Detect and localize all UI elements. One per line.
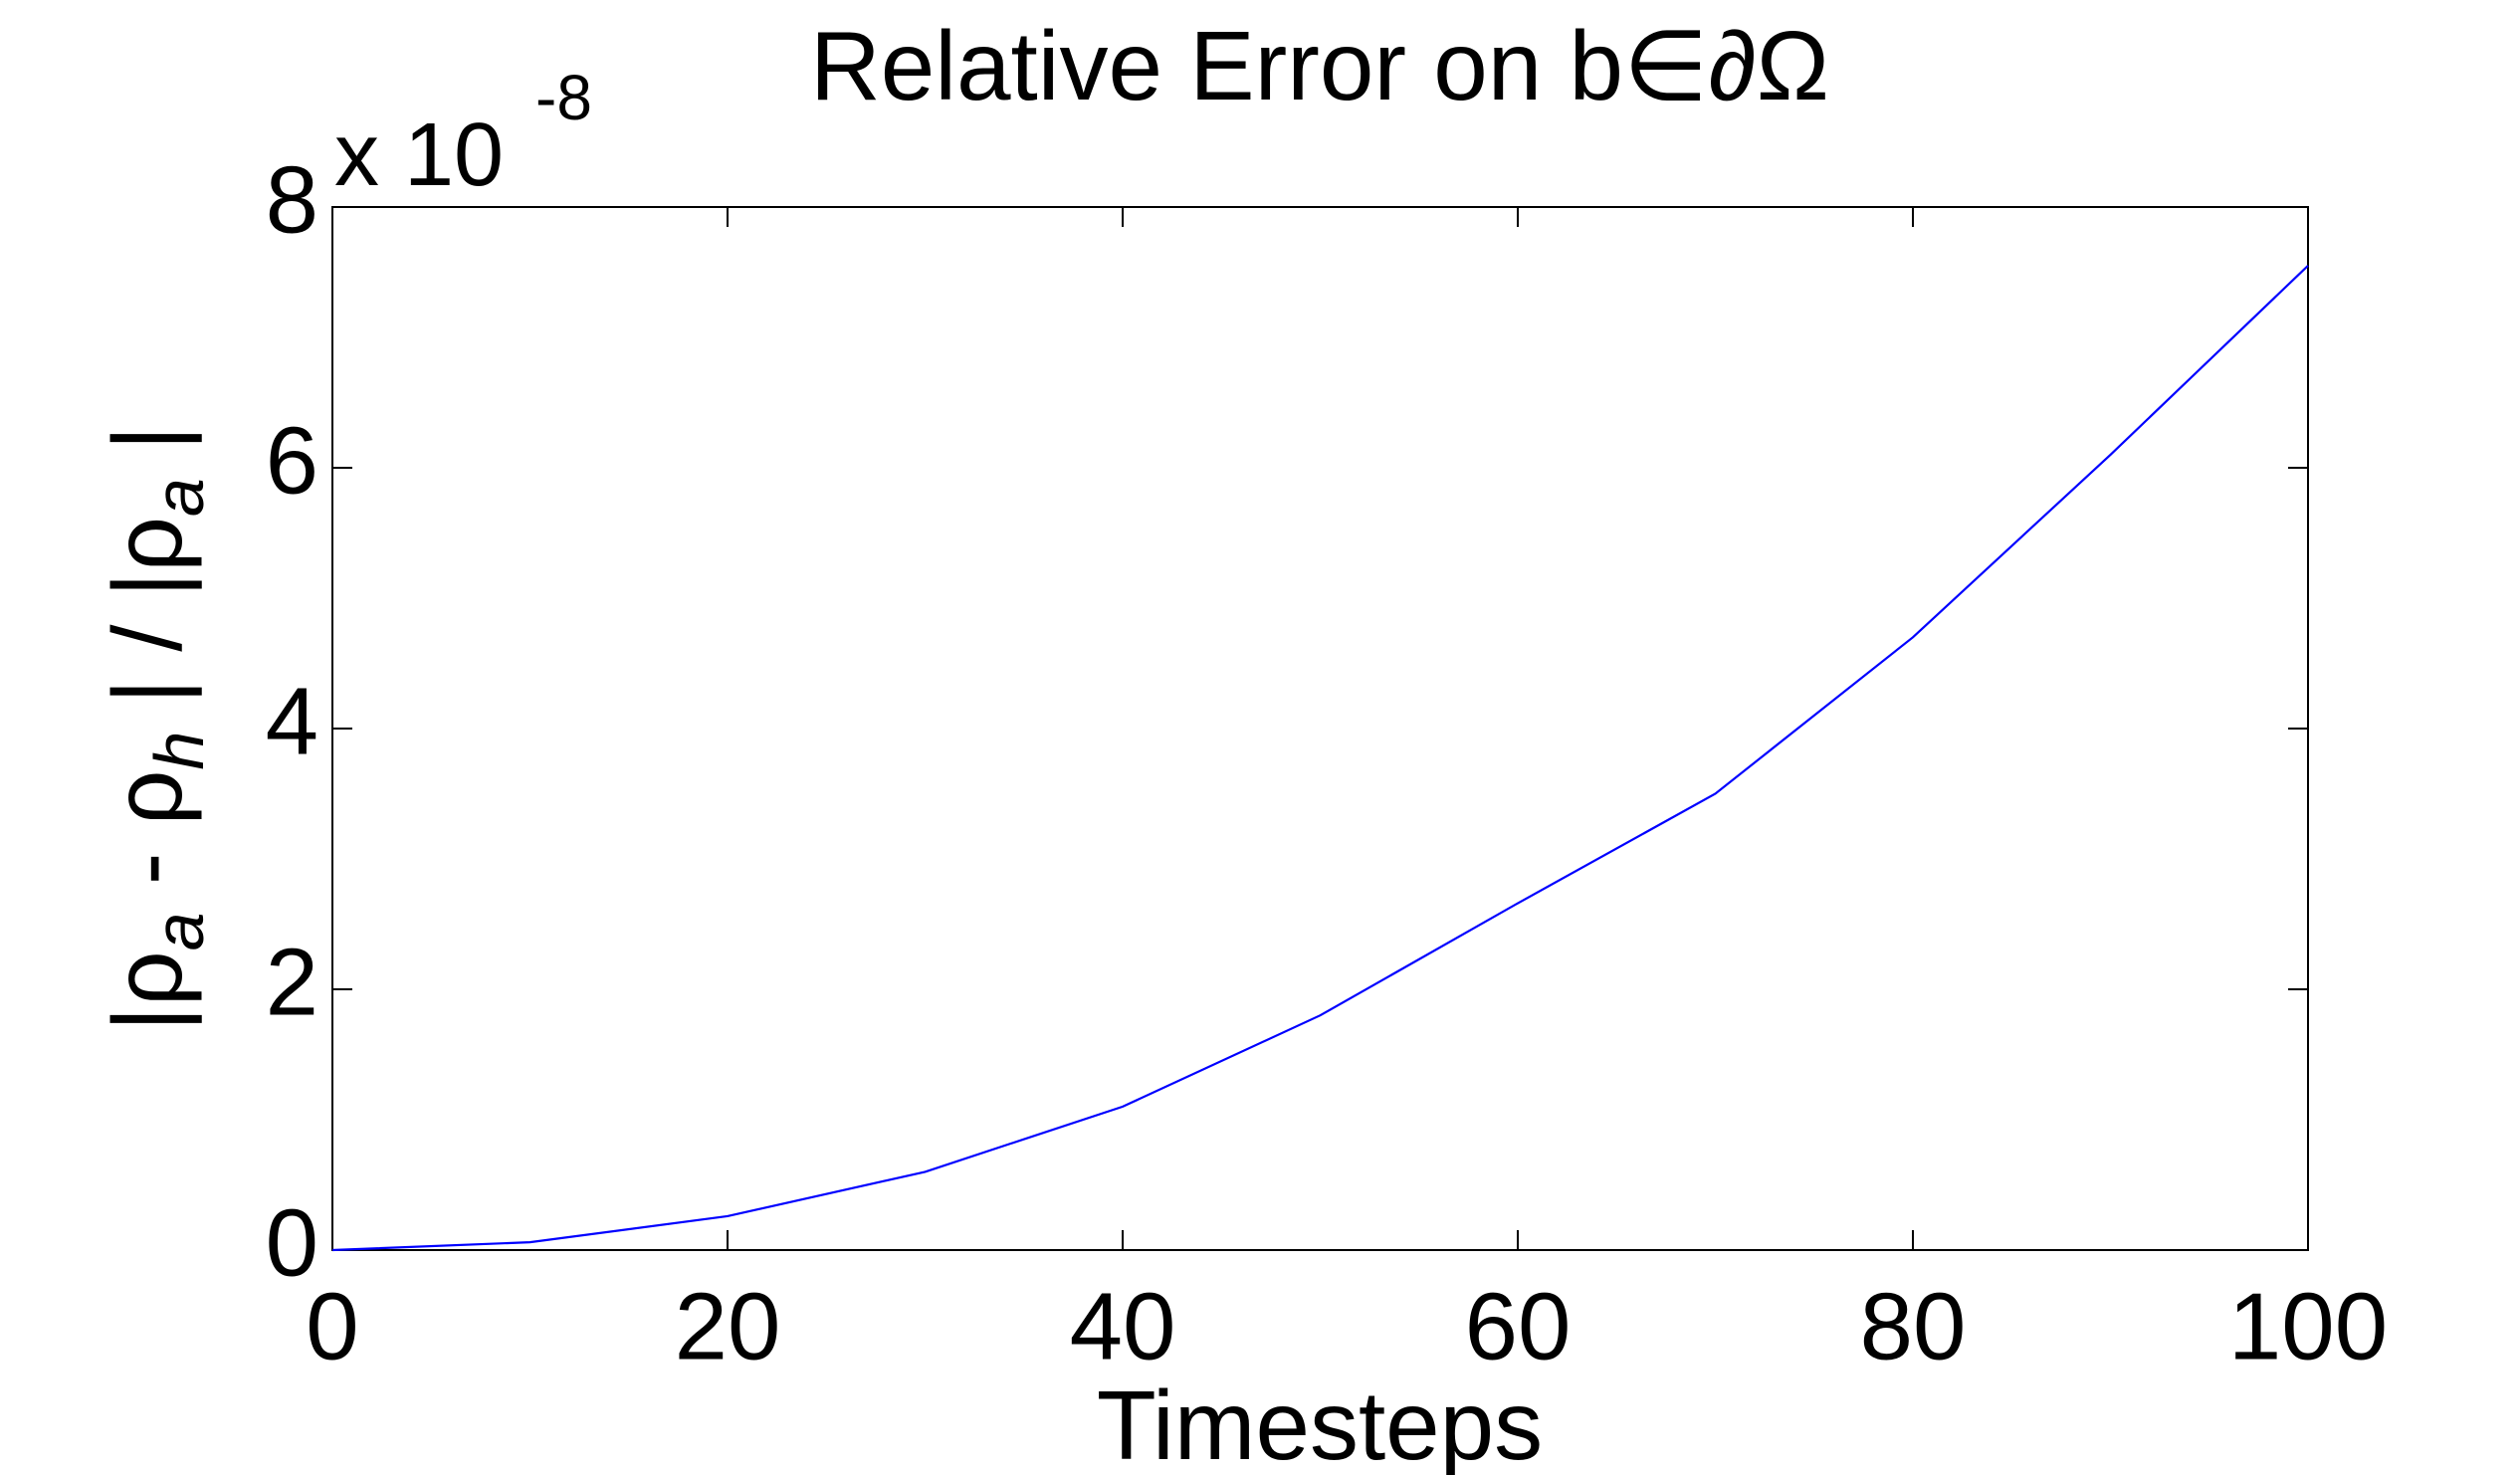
x-tick-label: 80 xyxy=(1860,1273,1967,1379)
y-multiplier-exponent: -8 xyxy=(535,62,592,133)
y-multiplier: x 10 xyxy=(334,105,504,205)
chart-title: Relative Error on b∈∂Ω xyxy=(810,11,1829,120)
y-tick-label: 4 xyxy=(266,668,318,774)
x-tick-label: 60 xyxy=(1465,1273,1572,1379)
y-label-part: | xyxy=(93,425,202,478)
x-tick-label: 0 xyxy=(306,1273,358,1379)
y-tick-label: 8 xyxy=(266,146,318,253)
y-tick-label: 6 xyxy=(266,407,318,514)
y-label-subscript: a xyxy=(140,478,218,517)
x-tick-label: 40 xyxy=(1070,1273,1176,1379)
y-label-part: | / |ρ xyxy=(93,517,202,732)
x-tick-label: 20 xyxy=(675,1273,781,1379)
data-line xyxy=(331,265,2309,1252)
y-label-subscript: a xyxy=(140,912,218,950)
y-tick-label: 2 xyxy=(266,929,318,1035)
y-label-subscript: h xyxy=(140,732,218,770)
y-axis-label: |ρa - ρh | / |ρa | xyxy=(93,425,218,1031)
x-axis-label: Timesteps xyxy=(1097,1370,1543,1475)
plot-frame xyxy=(331,206,2309,1251)
x-tick-label: 100 xyxy=(2228,1273,2388,1379)
y-label-part: |ρ xyxy=(93,950,202,1031)
y-label-part: - ρ xyxy=(93,770,202,913)
y-tick-label: 0 xyxy=(266,1189,318,1296)
